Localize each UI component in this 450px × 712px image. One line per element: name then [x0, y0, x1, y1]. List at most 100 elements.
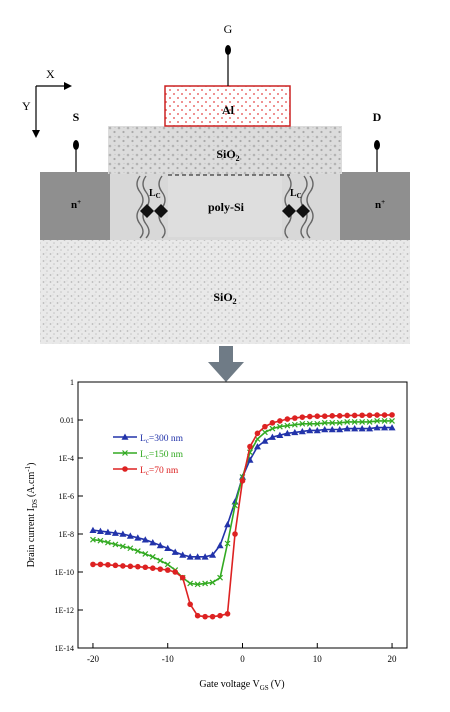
data-point: [359, 412, 365, 419]
data-point: [291, 421, 298, 428]
channel-label: poly-Si: [208, 200, 245, 214]
data-point: [97, 561, 104, 568]
data-point: [329, 419, 336, 426]
y-tick-label: 1E-8: [58, 530, 74, 539]
data-point: [314, 413, 321, 420]
axis-y-label: Y: [22, 99, 31, 113]
data-point: [89, 526, 97, 533]
data-point: [232, 531, 238, 537]
data-point: [336, 413, 343, 419]
data-point: [298, 427, 306, 435]
x-tick-label: -20: [87, 654, 99, 664]
data-point: [194, 581, 201, 588]
gate-oxide: [108, 126, 342, 174]
data-point: [268, 433, 276, 440]
x-tick-label: 0: [240, 654, 245, 664]
data-point: [291, 428, 299, 436]
data-point: [179, 574, 186, 581]
data-point: [127, 545, 134, 552]
data-point: [262, 423, 268, 430]
data-point: [201, 553, 209, 560]
data-point: [120, 563, 126, 569]
data-point: [389, 418, 395, 424]
data-point: [299, 414, 306, 420]
x-tick-label: -10: [162, 654, 174, 664]
data-point: [344, 412, 350, 419]
legend-entry: Lc=300 nm: [113, 433, 184, 445]
data-point: [209, 613, 216, 620]
gate-label: G: [224, 22, 233, 36]
data-point: [157, 566, 164, 572]
drain-region-label: n+: [375, 198, 385, 211]
data-point: [232, 502, 238, 509]
drain-region: [340, 172, 410, 240]
data-point: [216, 541, 224, 549]
data-point: [122, 466, 128, 472]
data-point: [194, 553, 202, 560]
data-point: [292, 415, 298, 421]
data-point: [321, 419, 328, 426]
data-point: [217, 612, 223, 619]
source-region-label: n+: [71, 198, 81, 211]
data-point: [389, 412, 395, 418]
data-point: [172, 569, 179, 575]
data-point: [149, 565, 156, 571]
data-point: [336, 419, 343, 426]
data-point: [141, 536, 149, 543]
data-point: [283, 429, 291, 437]
data-point: [122, 450, 128, 456]
data-point: [126, 532, 134, 539]
data-point: [381, 412, 388, 418]
data-point: [142, 551, 149, 557]
data-point: [127, 563, 134, 570]
data-point: [314, 420, 321, 427]
gate-terminal: G: [224, 22, 233, 86]
data-point: [119, 543, 126, 550]
x-axis-label: Gate voltage VGS (V): [199, 679, 284, 692]
arrow-down-icon: [208, 346, 244, 382]
series-2: [90, 418, 395, 588]
data-point: [121, 433, 129, 440]
gate-metal-label: Al: [222, 103, 235, 117]
data-point: [381, 424, 389, 431]
y-axis: 1 0.01 1E-4 1E-6 1E-8 1E-10 1E-12 1E-14: [54, 378, 83, 653]
data-point: [105, 561, 111, 568]
data-point: [104, 528, 112, 535]
data-point: [351, 412, 358, 419]
data-point: [388, 424, 396, 431]
data-point: [104, 539, 111, 546]
data-point: [374, 418, 381, 424]
transfer-characteristics-chart: -20 -10 0 10 20 10.011E-41E-61E-81E-101E-121…: [24, 378, 408, 692]
data-point: [381, 418, 388, 424]
data-point: [254, 430, 261, 437]
data-point: [336, 426, 344, 433]
data-point: [111, 529, 119, 536]
data-point: [343, 425, 351, 432]
data-point: [90, 561, 96, 568]
axis-x-label: X: [46, 67, 55, 81]
data-point: [276, 423, 283, 430]
x-tick-label: 20: [388, 654, 398, 664]
data-point: [157, 557, 164, 564]
data-point: [261, 437, 269, 444]
data-point: [358, 425, 366, 432]
data-point: [284, 422, 291, 429]
x-axis: -20 -10 0 10 20: [87, 643, 397, 664]
data-point: [224, 540, 231, 547]
y-tick-label: 1E-12: [54, 606, 74, 615]
data-point: [329, 413, 336, 419]
lc-label-right: LC: [290, 188, 302, 200]
y-tick-label: 0.01: [60, 416, 74, 425]
series-layer: [89, 412, 396, 620]
poly-si-channel: [168, 175, 282, 237]
y-tick-label: 1E-4: [58, 454, 74, 463]
data-point: [156, 541, 164, 549]
data-point: [373, 424, 381, 431]
data-point: [187, 580, 194, 587]
data-point: [164, 561, 171, 568]
data-point: [374, 412, 380, 418]
data-point: [262, 429, 268, 436]
data-point: [224, 521, 232, 528]
